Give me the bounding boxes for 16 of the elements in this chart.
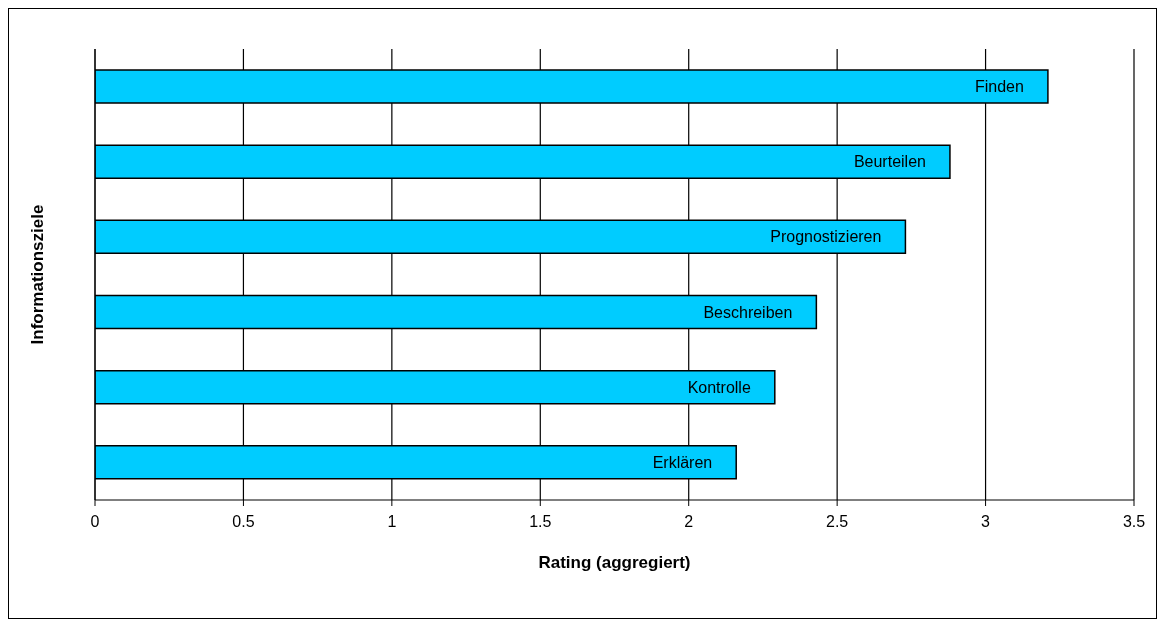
y-tick-label: Beurteilen bbox=[853, 153, 926, 171]
y-tick-label: Erklären bbox=[652, 453, 713, 471]
y-tick-label: Kontrolle bbox=[687, 378, 751, 396]
y-axis-title: Informationsziele bbox=[28, 204, 48, 345]
x-tick-label: 0 bbox=[90, 513, 100, 531]
y-tick-label: Beschreiben bbox=[703, 303, 793, 321]
x-tick-label: 0.5 bbox=[232, 513, 255, 531]
x-axis-title: Rating (aggregiert) bbox=[538, 553, 691, 572]
y-tick-label: Prognostizieren bbox=[770, 228, 882, 246]
x-tick-label: 1.5 bbox=[529, 513, 552, 531]
y-tick-label: Finden bbox=[974, 78, 1024, 95]
x-tick-label: 1 bbox=[387, 513, 397, 531]
x-tick-label: 2 bbox=[684, 513, 694, 531]
x-tick-label: 2.5 bbox=[826, 513, 849, 531]
x-tick-label: 3 bbox=[981, 513, 991, 531]
x-tick-label: 3.5 bbox=[1122, 513, 1146, 531]
